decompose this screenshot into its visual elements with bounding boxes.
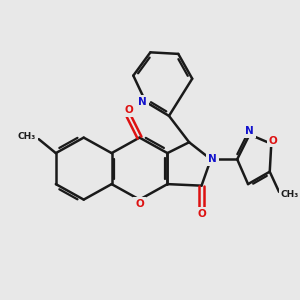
Text: O: O [197, 208, 206, 219]
Text: O: O [135, 199, 144, 209]
Text: N: N [138, 97, 147, 107]
Text: CH₃: CH₃ [18, 131, 36, 140]
Text: N: N [245, 126, 254, 136]
Text: O: O [124, 105, 133, 115]
Text: O: O [268, 136, 277, 146]
Text: N: N [208, 154, 217, 164]
Text: CH₃: CH₃ [281, 190, 299, 200]
